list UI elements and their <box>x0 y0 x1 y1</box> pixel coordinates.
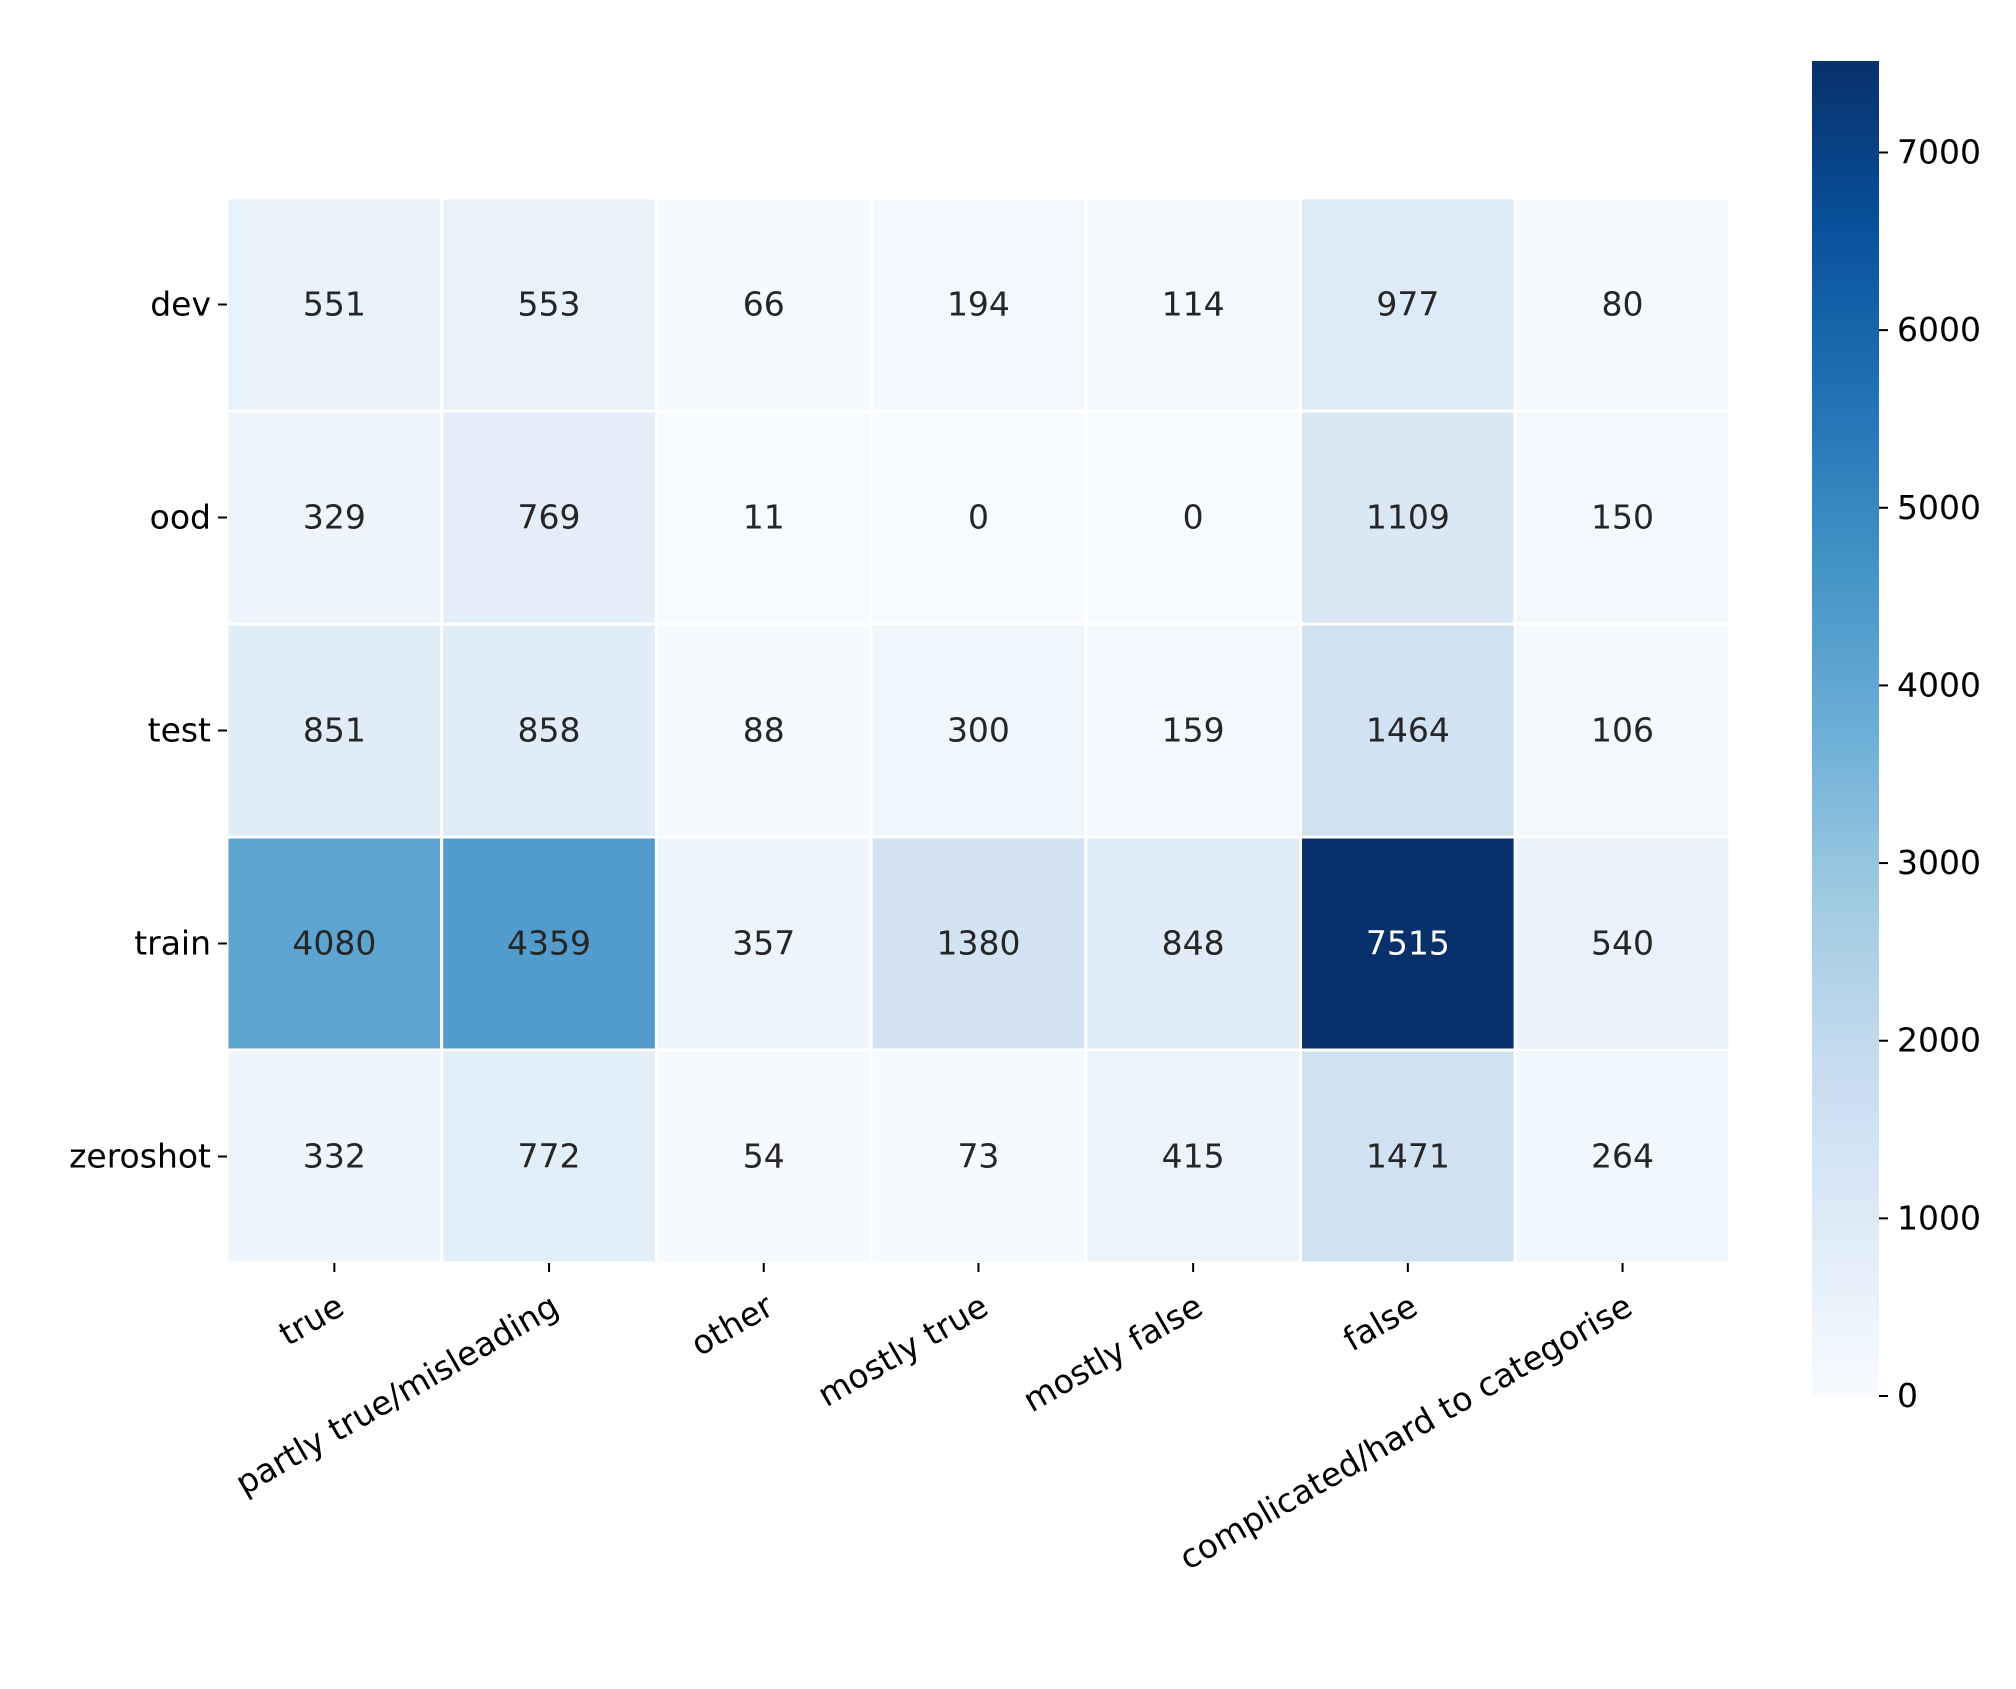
heatmap-cell <box>654 196 873 413</box>
cell-value-label: 300 <box>947 711 1010 750</box>
colorbar-tick-label: 0 <box>1897 1376 1918 1415</box>
cell-value-label: 88 <box>743 711 785 750</box>
colorbar-tick-label: 3000 <box>1897 843 1981 882</box>
cell-value-label: 553 <box>518 285 581 324</box>
cell-value-label: 4359 <box>507 924 591 963</box>
cell-value-label: 540 <box>1591 924 1654 963</box>
cell-value-label: 80 <box>1602 285 1644 324</box>
heatmap-cell <box>440 196 658 413</box>
cell-value-label: 1471 <box>1366 1137 1450 1176</box>
heatmap-cell <box>654 409 873 626</box>
cell-value-label: 150 <box>1591 498 1654 537</box>
colorbar-tick-label: 6000 <box>1897 310 1981 349</box>
colorbar-gradient <box>1812 61 1879 1396</box>
x-tick-label: mostly false <box>1016 1286 1209 1420</box>
cell-value-label: 551 <box>303 285 366 324</box>
cell-value-label: 66 <box>743 285 785 324</box>
heatmap-cell <box>225 835 444 1052</box>
heatmap-cell <box>1299 835 1517 1052</box>
cell-value-label: 848 <box>1162 924 1225 963</box>
colorbar-tick-label: 1000 <box>1897 1198 1981 1237</box>
cell-value-label: 1464 <box>1366 711 1450 750</box>
y-tick-label: ood <box>150 498 211 537</box>
colorbar-tick-label: 2000 <box>1897 1021 1981 1060</box>
heatmap-cells: 551 553 66 194 114 977 80 329 769 11 0 0 1109 150 851 8… <box>225 196 1732 1265</box>
cell-value-label: 11 <box>743 498 785 537</box>
cell-value-label: 54 <box>743 1137 785 1176</box>
heatmap-cell <box>440 622 658 839</box>
colorbar-tick-label: 4000 <box>1897 665 1981 704</box>
cell-value-label: 0 <box>1183 498 1204 537</box>
heatmap-cell <box>225 1048 444 1265</box>
y-tick-label: dev <box>150 285 211 324</box>
y-tick-label: zeroshot <box>69 1137 211 1176</box>
heatmap-cell <box>1299 622 1517 839</box>
cell-value-label: 264 <box>1591 1137 1654 1176</box>
cell-value-label: 159 <box>1162 711 1225 750</box>
colorbar-tick-label: 7000 <box>1897 132 1981 171</box>
x-tick-label: other <box>684 1286 780 1364</box>
heatmap-cell <box>869 835 1088 1052</box>
heatmap-cell <box>869 622 1088 839</box>
x-tick-label: true <box>272 1286 350 1354</box>
cell-value-label: 329 <box>303 498 366 537</box>
x-tick-label: false <box>1336 1286 1423 1359</box>
y-tick-label: train <box>134 924 211 963</box>
cell-value-label: 194 <box>947 285 1010 324</box>
y-axis: dev ood test train zeroshot <box>69 285 227 1176</box>
cell-value-label: 332 <box>303 1137 366 1176</box>
heatmap-cell <box>1513 409 1732 626</box>
cell-value-label: 357 <box>732 924 795 963</box>
cell-value-label: 858 <box>518 711 581 750</box>
heatmap-cell <box>1513 835 1732 1052</box>
cell-value-label: 772 <box>518 1137 581 1176</box>
cell-value-label: 0 <box>968 498 989 537</box>
cell-value-label: 769 <box>518 498 581 537</box>
heatmap-cell <box>654 1048 873 1265</box>
heatmap-cell <box>1513 1048 1732 1265</box>
cell-value-label: 73 <box>957 1137 999 1176</box>
cell-value-label: 415 <box>1162 1137 1225 1176</box>
x-tick-label: mostly true <box>811 1286 995 1414</box>
cell-value-label: 977 <box>1376 285 1439 324</box>
heatmap-cell <box>440 835 658 1052</box>
cell-value-label: 851 <box>303 711 366 750</box>
heatmap-cell <box>1513 622 1732 839</box>
heatmap-cell <box>1084 622 1303 839</box>
cell-value-label: 114 <box>1162 285 1225 324</box>
cell-value-label: 106 <box>1591 711 1654 750</box>
heatmap-cell <box>225 196 444 413</box>
cell-value-label: 1380 <box>936 924 1020 963</box>
colorbar-tick-label: 5000 <box>1897 488 1981 527</box>
heatmap-cell <box>869 196 1088 413</box>
heatmap-cell <box>1299 196 1517 413</box>
cell-value-label: 4080 <box>292 924 376 963</box>
cell-value-label: 1109 <box>1366 498 1450 537</box>
heatmap-cell <box>654 622 873 839</box>
cell-value-label: 7515 <box>1366 924 1450 963</box>
y-tick-label: test <box>148 711 211 750</box>
colorbar: 0 1000 2000 3000 4000 5000 6000 7000 <box>1812 61 1981 1415</box>
heatmap-cell <box>1084 409 1303 626</box>
